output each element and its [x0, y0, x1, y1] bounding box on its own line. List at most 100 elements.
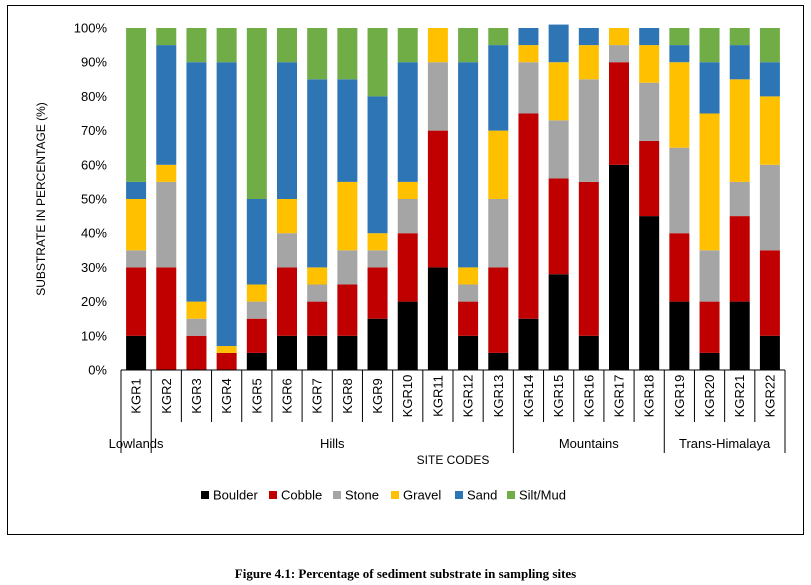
bar-segment-kgr1-siltmud: [126, 28, 147, 182]
bar-segment-kgr14-sand: [518, 28, 539, 46]
bar-segment-kgr19-sand: [669, 45, 690, 63]
bar-segment-kgr6-stone: [277, 233, 297, 268]
bar-segment-kgr13-sand: [488, 45, 509, 131]
bar-segment-kgr3-siltmud: [186, 28, 207, 63]
x-axis-title: SITE CODES: [417, 453, 490, 467]
bar-segment-kgr22-sand: [759, 62, 780, 97]
legend-swatch-stone: [333, 491, 341, 499]
bar-segment-kgr18-sand: [639, 28, 660, 46]
category-label: KGR12: [461, 375, 476, 418]
bar-segment-kgr16-sand: [578, 28, 599, 46]
bar-segment-kgr10-gravel: [397, 181, 418, 199]
bar-segment-kgr3-stone: [186, 318, 207, 336]
bar-segment-kgr15-gravel: [548, 62, 569, 121]
bar-segment-kgr1-boulder: [126, 335, 147, 370]
bar-segment-kgr14-boulder: [518, 318, 539, 370]
legend-swatch-sand: [455, 491, 463, 499]
bar-segment-kgr21-cobble: [729, 216, 750, 302]
y-tick-label: 50%: [81, 192, 107, 207]
bar-segment-kgr6-sand: [277, 62, 297, 200]
bar-segment-kgr2-siltmud: [156, 28, 177, 46]
bar-segment-kgr10-cobble: [397, 233, 418, 302]
bar-segment-kgr4-sand: [216, 62, 237, 347]
stacked-bar-chart: 0% 10% 20% 30% 40% 50% 60% 70% 80% 90% 100% SUBSTRA…: [34, 21, 786, 503]
category-label: KGR2: [159, 378, 174, 413]
category-label: KGR20: [702, 375, 717, 418]
bar-segment-kgr8-gravel: [337, 181, 358, 251]
bar-segment-kgr11-stone: [427, 62, 448, 131]
bar-segment-kgr21-siltmud: [729, 28, 750, 46]
bar-segment-kgr20-gravel: [699, 113, 720, 251]
bar-segment-kgr3-sand: [186, 62, 207, 302]
bar-segment-kgr11-gravel: [427, 28, 448, 63]
group-label-hills: Hills: [320, 436, 345, 451]
bar-segment-kgr12-boulder: [458, 335, 479, 370]
legend-label-stone: Stone: [345, 488, 379, 503]
y-axis-title: SUBSTRATE IN PERCENTAGE (%): [34, 102, 48, 296]
bar-segment-kgr9-stone: [367, 250, 388, 268]
group-label-mountains: Mountains: [559, 436, 619, 451]
bar-segment-kgr13-stone: [488, 199, 509, 268]
bar-segment-kgr5-stone: [246, 301, 267, 319]
bar-segment-kgr12-sand: [458, 62, 479, 268]
category-label: KGR9: [370, 378, 385, 413]
y-tick-label: 70%: [81, 123, 107, 138]
bar-segment-kgr7-sand: [307, 79, 328, 268]
bar-segment-kgr22-stone: [759, 164, 780, 251]
bar-segment-kgr13-gravel: [488, 130, 509, 199]
bar-segment-kgr16-gravel: [578, 45, 599, 80]
legend-swatch-gravel: [391, 491, 399, 499]
bar-segment-kgr5-cobble: [246, 318, 267, 353]
bar-segment-kgr22-cobble: [759, 250, 780, 336]
bar-segment-kgr15-cobble: [548, 178, 569, 275]
bar-segment-kgr17-gravel: [609, 28, 629, 46]
legend-label-siltmud: Silt/Mud: [519, 488, 566, 503]
group-label-lowlands: Lowlands: [109, 436, 164, 451]
bar-segment-kgr20-siltmud: [699, 28, 720, 63]
bar-segment-kgr19-stone: [669, 147, 690, 234]
category-label: KGR1: [129, 378, 144, 413]
bar-segment-kgr1-sand: [126, 181, 147, 199]
bar-segment-kgr12-siltmud: [458, 28, 479, 63]
y-tick-label: 30%: [81, 260, 107, 275]
bar-segment-kgr17-stone: [609, 45, 629, 63]
bar-segment-kgr19-cobble: [669, 233, 690, 302]
group-label-transhimalaya: Trans-Himalaya: [679, 436, 771, 451]
bar-segment-kgr16-boulder: [578, 335, 599, 370]
bar-segment-kgr2-stone: [156, 181, 177, 268]
bar-segment-kgr10-stone: [397, 199, 418, 234]
bar-segment-kgr17-boulder: [609, 164, 629, 370]
bar-segment-kgr21-stone: [729, 181, 750, 217]
bar-segment-kgr18-stone: [639, 82, 660, 141]
bar-segment-kgr8-stone: [337, 250, 358, 285]
bar-segment-kgr11-cobble: [427, 130, 448, 268]
bar-segment-kgr10-siltmud: [397, 28, 418, 63]
bar-segment-kgr12-stone: [458, 284, 479, 302]
bar-segment-kgr7-stone: [307, 284, 328, 302]
category-label: KGR18: [642, 375, 657, 418]
bar-segment-kgr22-boulder: [759, 335, 780, 370]
legend-label-boulder: Boulder: [213, 488, 258, 503]
bar-segment-kgr4-gravel: [216, 346, 237, 353]
bar-segment-kgr20-boulder: [699, 352, 720, 370]
bar-segment-kgr10-boulder: [397, 301, 418, 370]
y-tick-label: 90%: [81, 55, 107, 70]
bar-segment-kgr18-boulder: [639, 216, 660, 370]
bar-segment-kgr18-gravel: [639, 45, 660, 83]
category-label: KGR4: [219, 378, 234, 413]
bar-segment-kgr16-cobble: [578, 181, 599, 336]
bar-segment-kgr8-sand: [337, 79, 358, 182]
category-label: KGR10: [400, 375, 415, 418]
bar-segment-kgr8-boulder: [337, 335, 358, 370]
bar-segment-kgr21-sand: [729, 45, 750, 80]
legend-label-cobble: Cobble: [281, 488, 322, 503]
bar-segment-kgr2-sand: [156, 45, 177, 165]
category-label: KGR5: [249, 378, 264, 413]
category-label: KGR3: [189, 378, 204, 413]
legend-swatch-boulder: [201, 491, 209, 499]
bar-segment-kgr18-cobble: [639, 140, 660, 217]
bar-segment-kgr20-stone: [699, 250, 720, 302]
y-tick-label: 0%: [88, 363, 107, 378]
bar-segment-kgr21-boulder: [729, 301, 750, 370]
bar-segment-kgr12-cobble: [458, 301, 479, 336]
